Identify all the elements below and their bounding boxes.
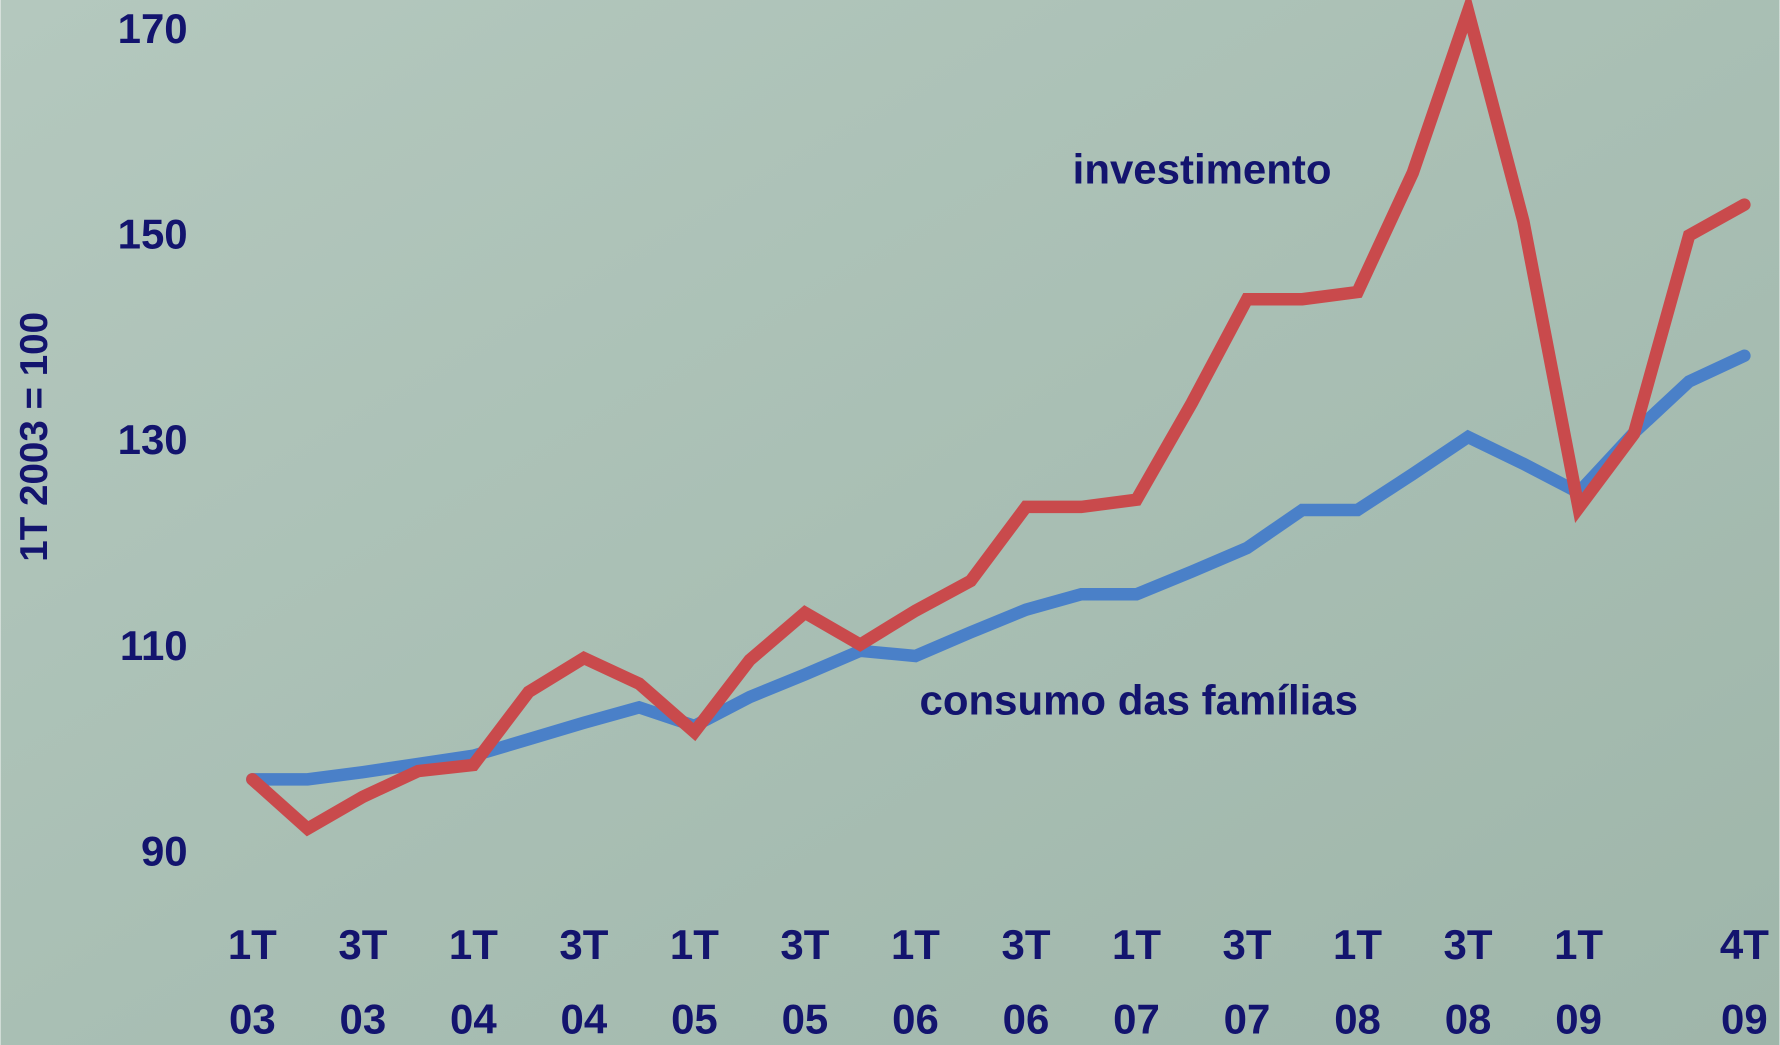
x-tick-text: 3T 08	[1428, 908, 1507, 1045]
x-tick-label: 1T 06	[876, 908, 955, 1045]
series-label: consumo das famílias	[920, 677, 1358, 724]
x-tick-text: 1T 04	[434, 908, 513, 1045]
y-axis-title: 1T 2003 = 100	[13, 312, 56, 562]
x-tick-text: 1T 08	[1318, 908, 1397, 1045]
y-tick-label: 90	[141, 827, 188, 874]
x-tick-label: 3T 06	[986, 908, 1065, 1045]
x-tick-text: 3T 07	[1207, 908, 1286, 1045]
chart: 1T 2003 = 100 90 110 130 150 170 1T 03 3T 03 1T…	[0, 0, 1780, 1045]
x-tick-text: 4T 09	[1705, 908, 1780, 1045]
x-tick-text: 3T 05	[765, 908, 844, 1045]
y-tick-label: 110	[120, 622, 188, 669]
x-tick-text: 3T 06	[986, 908, 1065, 1045]
x-tick-text: 1T 06	[876, 908, 955, 1045]
x-tick-label: 3T 08	[1428, 908, 1507, 1045]
x-tick-label: 1T 04	[434, 908, 513, 1045]
x-tick-label: 1T 03	[213, 908, 292, 1045]
x-tick-label: 3T 04	[544, 908, 623, 1045]
x-tick-label: 3T 07	[1207, 908, 1286, 1045]
x-tick-text: 3T 04	[544, 908, 623, 1045]
x-tick-text: 1T 05	[655, 908, 734, 1045]
x-tick-text: 1T 09	[1539, 908, 1618, 1045]
x-tick-label: 3T 03	[323, 908, 402, 1045]
page: {"chart_data": {"type": "line", "ylabel"…	[0, 0, 1780, 1045]
y-tick-label: 170	[118, 5, 188, 52]
x-tick-text: 3T 03	[323, 908, 402, 1045]
x-tick-label: 4T 09	[1705, 908, 1780, 1045]
x-tick-label: 1T 09	[1539, 908, 1618, 1045]
x-tick-label: 1T 08	[1318, 908, 1397, 1045]
y-tick-label: 130	[118, 416, 188, 463]
y-tick-label: 150	[118, 211, 188, 258]
x-tick-label: 1T 07	[1097, 908, 1176, 1045]
x-tick-text: 1T 07	[1097, 908, 1176, 1045]
x-tick-text: 1T 03	[213, 908, 292, 1045]
series-label: investimento	[1073, 146, 1332, 193]
x-tick-label: 3T 05	[765, 908, 844, 1045]
x-tick-label: 1T 05	[655, 908, 734, 1045]
